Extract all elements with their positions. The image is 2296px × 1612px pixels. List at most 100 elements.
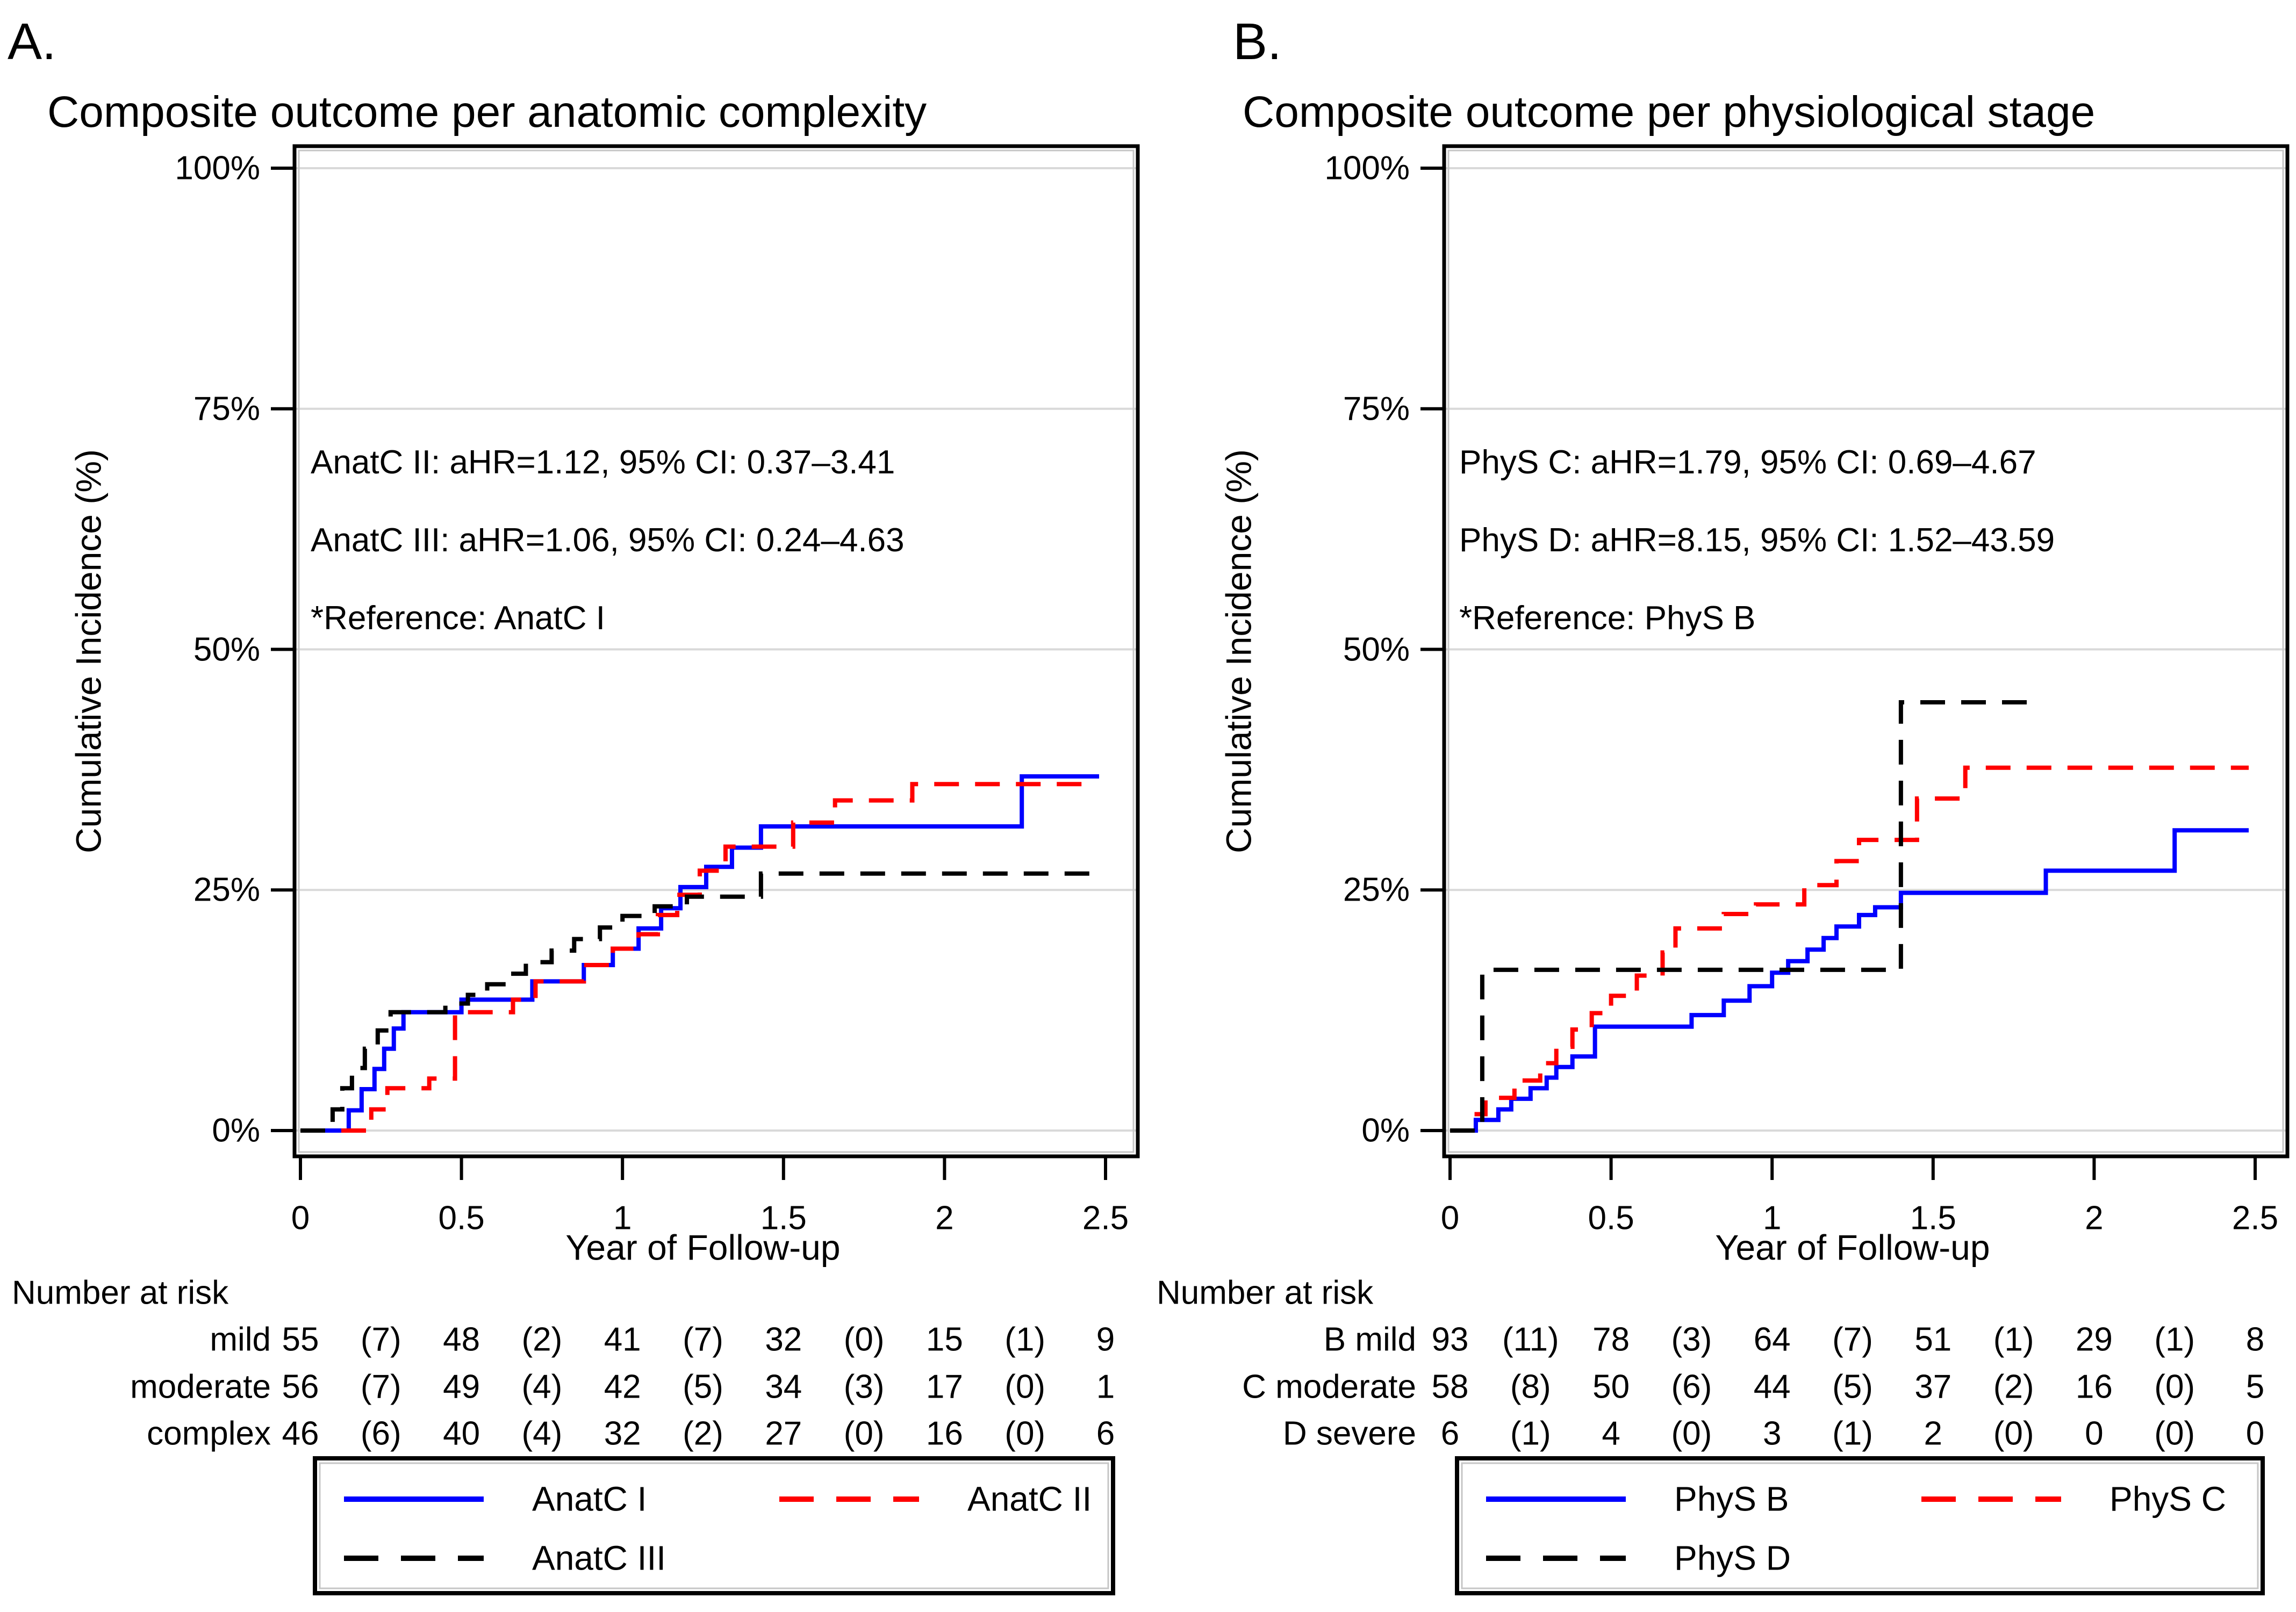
risk-value: 0 bbox=[2245, 1415, 2265, 1452]
risk-value: (0) bbox=[843, 1321, 885, 1358]
panel-b-title: Composite outcome per physiological stag… bbox=[1243, 88, 2096, 136]
risk-value: 64 bbox=[1753, 1321, 1791, 1358]
x-tick-label: 0.5 bbox=[1588, 1199, 1634, 1237]
y-tick-label: 25% bbox=[1343, 871, 1410, 909]
risk-value: 37 bbox=[1914, 1368, 1952, 1406]
panel-a-risk-header: Number at risk bbox=[12, 1274, 229, 1312]
risk-value: (2) bbox=[1993, 1368, 2034, 1406]
risk-value: 50 bbox=[1592, 1368, 1630, 1406]
risk-value: 16 bbox=[2075, 1368, 2113, 1406]
risk-value: (0) bbox=[843, 1415, 885, 1452]
risk-value: (3) bbox=[843, 1368, 885, 1406]
risk-value: 15 bbox=[925, 1321, 963, 1358]
risk-value: (0) bbox=[1004, 1415, 1046, 1452]
legend-label: AnatC II bbox=[967, 1479, 1092, 1519]
risk-value: 4 bbox=[1602, 1415, 1620, 1452]
risk-value: 29 bbox=[2075, 1321, 2113, 1358]
y-tick-label: 75% bbox=[193, 390, 260, 428]
risk-value: (2) bbox=[683, 1415, 723, 1452]
risk-row-label: moderate bbox=[130, 1368, 271, 1406]
risk-row-label: B mild bbox=[1323, 1321, 1416, 1358]
risk-value: (5) bbox=[1832, 1368, 1873, 1406]
y-tick-label: 100% bbox=[1324, 149, 1410, 187]
risk-value: 2 bbox=[1924, 1415, 1943, 1452]
y-tick-label: 25% bbox=[193, 871, 260, 909]
risk-value: (7) bbox=[360, 1321, 401, 1358]
x-tick-label: 1.5 bbox=[1910, 1199, 1956, 1237]
x-tick-label: 1 bbox=[1762, 1199, 1782, 1237]
risk-value: (1) bbox=[1832, 1415, 1873, 1452]
risk-value: (7) bbox=[360, 1368, 401, 1406]
risk-value: (3) bbox=[1671, 1321, 1712, 1358]
panel-a-y-axis-label: Cumulative Incidence (%) bbox=[68, 449, 109, 853]
risk-value: (0) bbox=[1993, 1415, 2034, 1452]
risk-value: (0) bbox=[1004, 1368, 1046, 1406]
risk-value: 49 bbox=[443, 1368, 480, 1406]
risk-row-label: complex bbox=[147, 1415, 271, 1452]
panel-a-x-axis-label: Year of Follow-up bbox=[565, 1227, 841, 1268]
risk-value: 32 bbox=[604, 1415, 641, 1452]
y-tick-label: 100% bbox=[175, 149, 260, 187]
risk-value: (1) bbox=[1510, 1415, 1551, 1452]
panel-a-annotation-hr-2: AnatC III: aHR=1.06, 95% CI: 0.24–4.63 bbox=[311, 522, 905, 559]
x-tick-label: 2 bbox=[2085, 1199, 2104, 1237]
risk-value: 42 bbox=[604, 1368, 641, 1406]
curve-phys-d bbox=[1450, 700, 2036, 1133]
y-tick-label: 0% bbox=[1361, 1112, 1410, 1149]
legend-label: AnatC I bbox=[532, 1479, 647, 1519]
risk-value: (4) bbox=[521, 1415, 563, 1452]
risk-value: 93 bbox=[1431, 1321, 1469, 1358]
x-tick-label: 0 bbox=[1440, 1199, 1460, 1237]
panel-b-x-axis-label: Year of Follow-up bbox=[1715, 1227, 1990, 1268]
x-tick-label: 2.5 bbox=[2232, 1199, 2279, 1237]
risk-value: (11) bbox=[1502, 1321, 1559, 1358]
panel-a-letter: A. bbox=[8, 13, 56, 70]
risk-row-label: C moderate bbox=[1242, 1368, 1416, 1406]
risk-value: 40 bbox=[443, 1415, 480, 1452]
risk-value: 3 bbox=[1762, 1415, 1782, 1452]
y-tick-label: 75% bbox=[1343, 390, 1410, 428]
risk-value: (1) bbox=[1993, 1321, 2034, 1358]
panel-b-letter: B. bbox=[1233, 13, 1282, 70]
x-tick-label: 2.5 bbox=[1082, 1199, 1129, 1237]
y-tick-label: 50% bbox=[193, 630, 260, 668]
risk-value: 0 bbox=[2085, 1415, 2104, 1452]
panel-b-risk-header: Number at risk bbox=[1157, 1274, 1374, 1312]
risk-value: 16 bbox=[925, 1415, 963, 1452]
panel-a-annotation-reference: *Reference: AnatC I bbox=[311, 600, 605, 637]
risk-value: 46 bbox=[282, 1415, 319, 1452]
risk-value: 41 bbox=[604, 1321, 641, 1358]
risk-value: 78 bbox=[1592, 1321, 1630, 1358]
panel-b-y-axis-label: Cumulative Incidence (%) bbox=[1218, 449, 1259, 853]
x-tick-label: 1.5 bbox=[760, 1199, 807, 1237]
risk-value: 27 bbox=[765, 1415, 802, 1452]
y-tick-label: 50% bbox=[1343, 630, 1410, 668]
legend-label: PhyS D bbox=[1674, 1538, 1791, 1578]
risk-value: 58 bbox=[1431, 1368, 1469, 1406]
panel-b-annotation-hr-1: PhyS C: aHR=1.79, 95% CI: 0.69–4.67 bbox=[1459, 444, 2036, 481]
risk-value: 44 bbox=[1753, 1368, 1791, 1406]
curve-phys-b bbox=[1450, 828, 2249, 1133]
risk-row-label: D severe bbox=[1282, 1415, 1416, 1452]
risk-value: (1) bbox=[1004, 1321, 1046, 1358]
curve-phys-c bbox=[1450, 765, 2249, 1133]
panel-a-title: Composite outcome per anatomic complexit… bbox=[47, 88, 927, 136]
risk-value: 34 bbox=[765, 1368, 802, 1406]
legend-label: PhyS C bbox=[2110, 1479, 2226, 1519]
risk-value: 6 bbox=[1096, 1415, 1115, 1452]
panel-b-annotation-hr-2: PhyS D: aHR=8.15, 95% CI: 1.52–43.59 bbox=[1459, 522, 2055, 559]
y-tick-label: 0% bbox=[212, 1112, 260, 1149]
risk-value: (0) bbox=[2154, 1415, 2195, 1452]
risk-value: 17 bbox=[925, 1368, 963, 1406]
risk-value: 51 bbox=[1914, 1321, 1952, 1358]
panel-a-annotation-hr-1: AnatC II: aHR=1.12, 95% CI: 0.37–3.41 bbox=[311, 444, 895, 481]
risk-value: 1 bbox=[1096, 1368, 1115, 1406]
risk-value: 32 bbox=[765, 1321, 802, 1358]
risk-value: (7) bbox=[1832, 1321, 1873, 1358]
x-tick-label: 1 bbox=[613, 1199, 632, 1237]
risk-value: (6) bbox=[360, 1415, 401, 1452]
curve-anatc-iii bbox=[300, 871, 1100, 1133]
risk-value: (0) bbox=[2154, 1368, 2195, 1406]
risk-value: 8 bbox=[2245, 1321, 2265, 1358]
risk-value: (5) bbox=[683, 1368, 723, 1406]
